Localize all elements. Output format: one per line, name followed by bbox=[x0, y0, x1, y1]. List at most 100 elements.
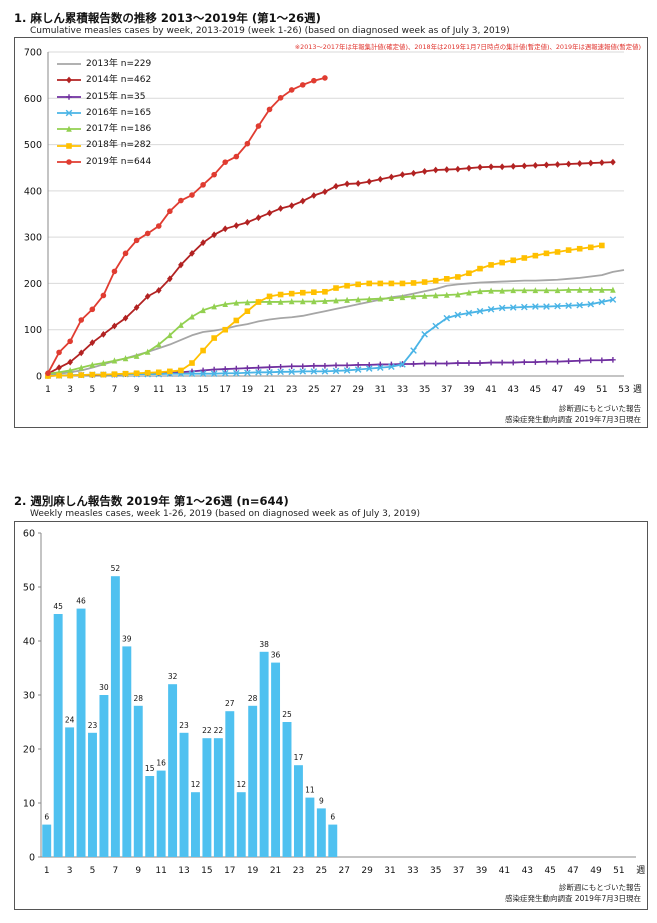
bar bbox=[202, 738, 212, 857]
bar-value-label: 6 bbox=[44, 813, 49, 822]
legend-label: 2018年 n=282 bbox=[86, 140, 152, 151]
data-point bbox=[488, 287, 494, 294]
chart1-note: ※2013～2017年は年報集計値(確定値)、2018年は2019年1月7日時点… bbox=[294, 43, 641, 51]
data-point bbox=[233, 222, 240, 229]
data-point bbox=[410, 169, 417, 177]
data-point bbox=[210, 370, 218, 377]
x-tick-label: 17 bbox=[224, 866, 235, 876]
bar-value-label: 11 bbox=[305, 786, 315, 795]
bar-value-label: 30 bbox=[99, 683, 109, 692]
data-point bbox=[377, 280, 384, 287]
legend-swatch bbox=[57, 63, 81, 66]
x-unit-label: 週 bbox=[636, 865, 645, 876]
data-point bbox=[455, 274, 461, 280]
y-tick-label: 300 bbox=[24, 233, 42, 244]
data-point bbox=[454, 311, 462, 319]
y-tick-label: 0 bbox=[36, 372, 42, 383]
data-point bbox=[144, 292, 151, 300]
bar bbox=[110, 576, 120, 857]
data-point bbox=[122, 250, 129, 257]
bar-value-label: 52 bbox=[111, 564, 121, 573]
data-point bbox=[277, 95, 284, 101]
data-point bbox=[122, 314, 129, 322]
data-point bbox=[233, 317, 240, 324]
bar bbox=[248, 705, 258, 857]
data-point bbox=[222, 300, 229, 308]
legend-swatch bbox=[57, 93, 81, 100]
data-point bbox=[377, 361, 384, 368]
data-point bbox=[532, 359, 539, 365]
x-tick-label: 21 bbox=[270, 866, 281, 876]
data-point bbox=[111, 268, 118, 275]
data-point bbox=[288, 363, 295, 370]
data-point bbox=[222, 366, 229, 372]
data-point bbox=[344, 180, 350, 188]
data-point bbox=[255, 214, 262, 222]
data-point bbox=[466, 289, 472, 296]
data-point bbox=[100, 330, 107, 338]
x-tick-label: 25 bbox=[316, 866, 327, 876]
bar bbox=[293, 765, 303, 857]
data-point bbox=[288, 87, 295, 93]
data-point bbox=[610, 357, 616, 363]
data-point bbox=[144, 369, 151, 376]
y-tick-label: 0 bbox=[29, 853, 35, 864]
bar-value-label: 28 bbox=[248, 694, 258, 703]
data-point bbox=[410, 347, 417, 354]
data-point bbox=[532, 303, 539, 310]
data-point bbox=[266, 209, 273, 217]
bar-value-label: 39 bbox=[122, 634, 132, 643]
data-point bbox=[443, 166, 450, 173]
bar bbox=[271, 662, 281, 857]
series-line bbox=[48, 298, 614, 377]
data-point bbox=[355, 362, 361, 368]
data-point bbox=[178, 261, 184, 269]
data-point bbox=[299, 289, 306, 296]
chart2-subtitle: Weekly measles cases, week 1-26, 2019 (b… bbox=[30, 509, 421, 519]
data-point bbox=[233, 299, 240, 306]
data-point bbox=[266, 106, 273, 113]
data-point bbox=[277, 291, 284, 298]
data-point bbox=[78, 317, 85, 323]
data-point bbox=[366, 280, 373, 287]
data-point bbox=[244, 365, 251, 371]
y-tick-label: 100 bbox=[24, 325, 42, 336]
data-point bbox=[388, 363, 395, 371]
data-point bbox=[189, 249, 195, 257]
x-tick-label: 49 bbox=[590, 866, 602, 876]
data-point bbox=[377, 295, 384, 302]
data-point bbox=[332, 367, 340, 375]
data-point bbox=[288, 368, 295, 376]
data-point bbox=[344, 362, 350, 369]
data-point bbox=[587, 357, 594, 364]
data-point bbox=[610, 158, 616, 166]
x-tick-label: 27 bbox=[338, 866, 349, 876]
y-tick-label: 30 bbox=[23, 691, 35, 702]
data-point bbox=[189, 360, 195, 366]
data-point bbox=[111, 322, 118, 330]
bar bbox=[179, 732, 189, 857]
data-point bbox=[565, 302, 572, 309]
data-point bbox=[576, 160, 583, 167]
x-tick-label: 29 bbox=[361, 866, 373, 876]
data-point bbox=[510, 359, 517, 366]
data-point bbox=[443, 360, 450, 367]
data-point bbox=[155, 286, 162, 294]
chart2-source-line2: 感染症発生動向調査 2019年7月3日現在 bbox=[504, 894, 641, 903]
x-tick-label: 17 bbox=[220, 385, 231, 395]
data-point bbox=[521, 162, 528, 170]
data-point bbox=[189, 192, 195, 198]
data-point bbox=[188, 370, 196, 377]
data-point bbox=[299, 197, 306, 205]
bar-value-label: 16 bbox=[156, 759, 166, 768]
x-tick-label: 23 bbox=[293, 866, 304, 876]
legend-swatch-marker bbox=[66, 77, 72, 84]
data-point bbox=[255, 369, 262, 376]
data-point bbox=[67, 372, 73, 379]
data-point bbox=[310, 368, 318, 375]
x-unit-label: 週 bbox=[633, 384, 642, 395]
data-point bbox=[178, 197, 184, 204]
x-tick-label: 37 bbox=[453, 866, 464, 876]
